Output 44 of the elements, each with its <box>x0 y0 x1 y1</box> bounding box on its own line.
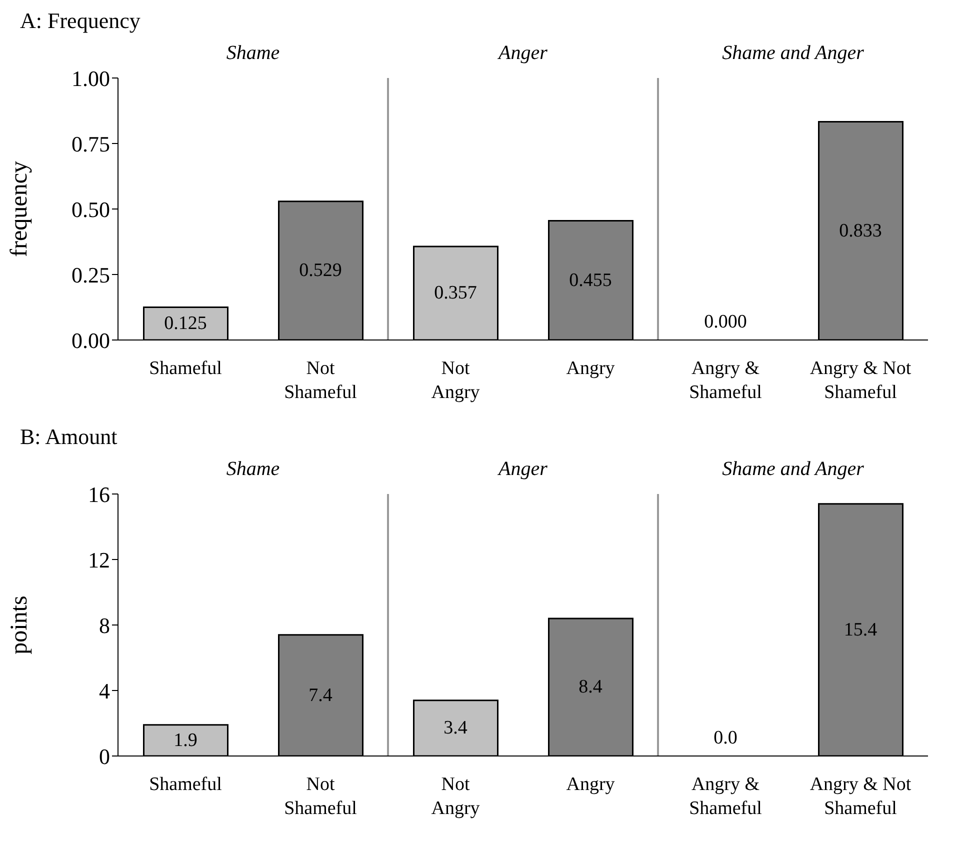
data-label: 0.529 <box>299 260 342 282</box>
x-tick-label: Angry & Not Shameful <box>810 358 912 403</box>
text: Anger <box>496 458 548 481</box>
x-tick-label: Not Angry <box>431 358 480 403</box>
x-tick-label: Not Shameful <box>284 358 357 403</box>
data-label: 0.0 <box>714 728 738 748</box>
text: Shame <box>225 458 281 481</box>
data-label: 0.357 <box>434 282 477 304</box>
text: Shame <box>225 42 281 65</box>
text: Shame and Anger <box>721 42 865 65</box>
y-axis-title: frequency <box>6 161 33 257</box>
y-tick-label: 16 <box>88 482 110 507</box>
x-tick-label: Shameful <box>149 358 222 379</box>
data-label: 0.125 <box>164 313 207 334</box>
x-tick-label: Angry & Shameful <box>689 774 762 819</box>
data-label: 0.455 <box>569 270 612 291</box>
data-label: 1.9 <box>174 730 198 751</box>
y-tick-label: 0 <box>99 744 110 769</box>
y-tick-label: 1.00 <box>72 66 110 91</box>
y-tick-label: 0.00 <box>72 328 110 353</box>
x-tick-label: Shameful <box>149 774 222 795</box>
x-tick-label: Not Angry <box>431 774 480 819</box>
x-tick-label: Not Shameful <box>284 774 357 819</box>
y-tick-label: 0.75 <box>72 131 110 156</box>
x-tick-label: Angry <box>566 774 616 795</box>
x-tick-label: Angry <box>566 358 616 379</box>
y-tick-label: 12 <box>88 547 110 572</box>
data-label: 0.833 <box>839 220 882 242</box>
chart-title: A: Frequency <box>20 8 142 35</box>
text: Anger <box>496 42 548 65</box>
data-label: 8.4 <box>578 676 603 698</box>
text: Shame and Anger <box>721 458 865 481</box>
y-tick-label: 0.25 <box>72 262 110 288</box>
data-label: 7.4 <box>308 684 333 706</box>
data-label: 0.000 <box>704 312 747 332</box>
data-label: 15.4 <box>844 619 878 640</box>
y-tick-label: 4 <box>99 678 110 704</box>
x-tick-label: Angry & Not Shameful <box>810 774 912 819</box>
y-axis-title: points <box>6 596 33 654</box>
x-tick-label: Angry & Shameful <box>689 358 762 403</box>
data-label: 3.4 <box>444 718 468 739</box>
y-tick-label: 8 <box>99 612 110 638</box>
chart-title: B: Amount <box>20 424 118 451</box>
y-tick-label: 0.50 <box>72 196 110 222</box>
